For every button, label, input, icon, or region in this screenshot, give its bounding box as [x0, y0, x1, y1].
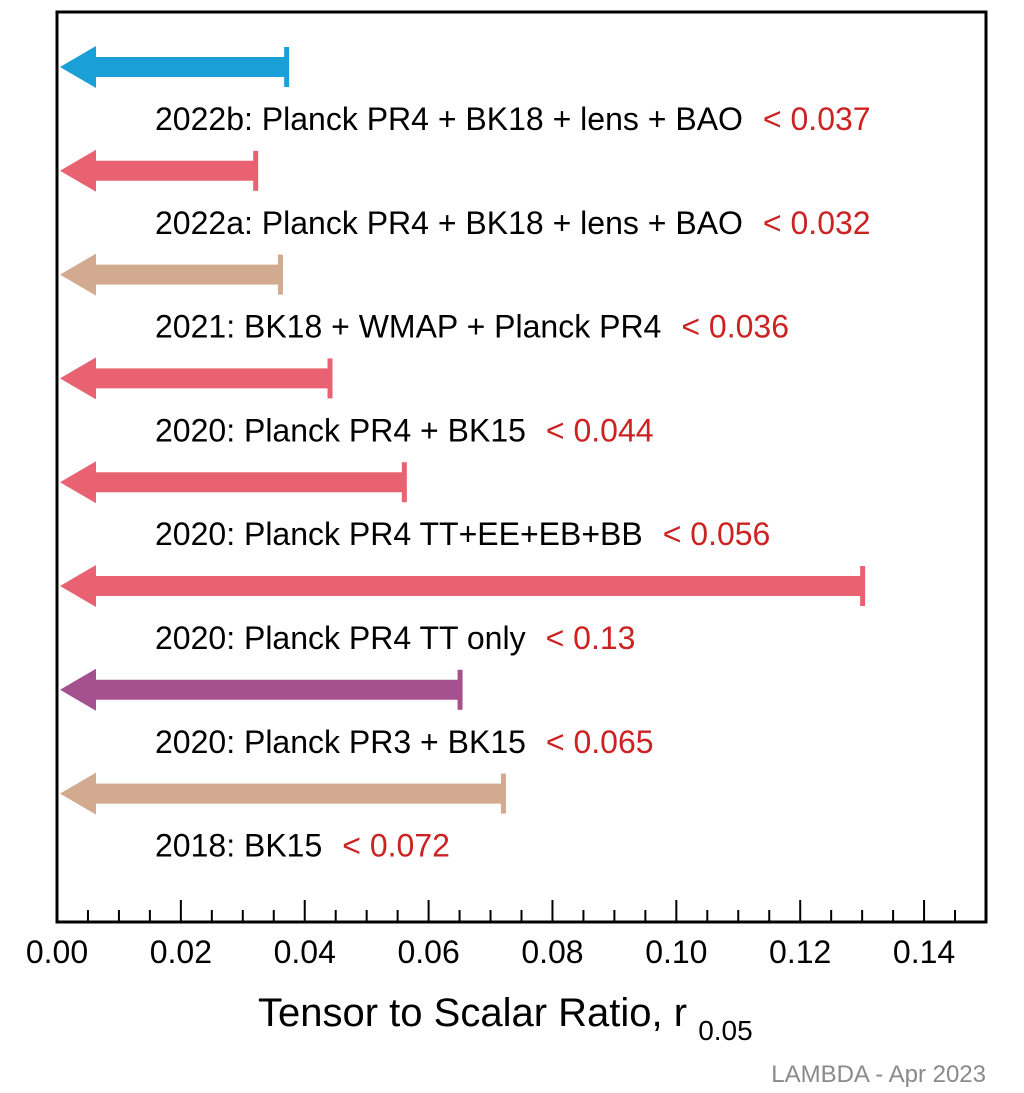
limit-arrow-body: [60, 772, 503, 815]
limit-arrow: [60, 149, 259, 192]
limit-arrow-body: [60, 668, 460, 711]
limit-endcap: [500, 773, 506, 814]
x-axis-tick-labels: 0.00 0.02 0.04 0.06 0.08 0.10 0.12 0.14: [26, 934, 955, 970]
x-tick-label: 0.10: [645, 934, 707, 970]
credit-text: LAMBDA - Apr 2023: [771, 1061, 986, 1088]
limit-arrow-body: [60, 461, 404, 504]
x-tick-label: 0.14: [893, 934, 955, 970]
limit-value: < 0.056: [663, 516, 771, 552]
limit-label: 2020: Planck PR4 + BK15: [155, 412, 526, 448]
limit-arrow-body: [60, 149, 256, 192]
limit-arrow: [60, 668, 463, 711]
limit-value: < 0.032: [763, 205, 871, 241]
limit-arrow: [60, 772, 506, 815]
limit-arrow: [60, 253, 283, 296]
limit-arrow-body: [60, 565, 863, 607]
limit-label: 2020: Planck PR3 + BK15: [155, 724, 526, 760]
limit-label: 2022b: Planck PR4 + BK18 + lens + BAO: [155, 101, 743, 137]
limit-value: < 0.065: [546, 724, 654, 760]
limit-endcap: [277, 254, 283, 295]
limit-value: < 0.036: [681, 309, 789, 345]
limit-arrow: [60, 46, 290, 88]
x-tick-label: 0.04: [274, 934, 336, 970]
limit-arrow: [60, 357, 333, 400]
limit-endcap: [284, 47, 290, 87]
limit-value: < 0.037: [763, 101, 871, 137]
limit-value: < 0.072: [342, 828, 450, 864]
x-tick-label: 0.02: [150, 934, 212, 970]
limit-value: < 0.044: [546, 412, 654, 448]
x-tick-label: 0.00: [26, 934, 88, 970]
x-tick-label: 0.08: [521, 934, 583, 970]
limit-endcap: [253, 150, 259, 191]
limit-label: 2022a: Planck PR4 + BK18 + lens + BAO: [155, 205, 743, 241]
limit-label: 2020: Planck PR4 TT+EE+EB+BB: [155, 516, 643, 552]
label-layer: 2022b: Planck PR4 + BK18 + lens + BAO < 0…: [155, 101, 871, 864]
x-axis-title: Tensor to Scalar Ratio, r 0.05: [258, 991, 753, 1046]
limit-value: < 0.13: [546, 620, 636, 656]
limit-endcap: [457, 669, 463, 710]
limit-arrow: [60, 461, 407, 504]
limit-label: 2021: BK18 + WMAP + Planck PR4: [155, 309, 661, 345]
limit-arrow-body: [60, 253, 280, 296]
limit-endcap: [401, 462, 407, 503]
x-axis-title-subscript: 0.05: [698, 1015, 753, 1046]
x-tick-label: 0.06: [397, 934, 459, 970]
limit-label: 2018: BK15: [155, 828, 322, 864]
limit-arrow: [60, 565, 866, 607]
arrow-layer: [60, 46, 866, 815]
limit-arrow-body: [60, 357, 330, 400]
limit-label: 2020: Planck PR4 TT only: [155, 620, 526, 656]
limit-arrow-body: [60, 46, 287, 88]
limit-endcap: [860, 566, 866, 606]
limit-endcap: [327, 358, 333, 399]
x-tick-label: 0.12: [769, 934, 831, 970]
x-axis-title-main: Tensor to Scalar Ratio, r: [258, 991, 687, 1035]
x-axis-ticks: [56, 900, 987, 922]
